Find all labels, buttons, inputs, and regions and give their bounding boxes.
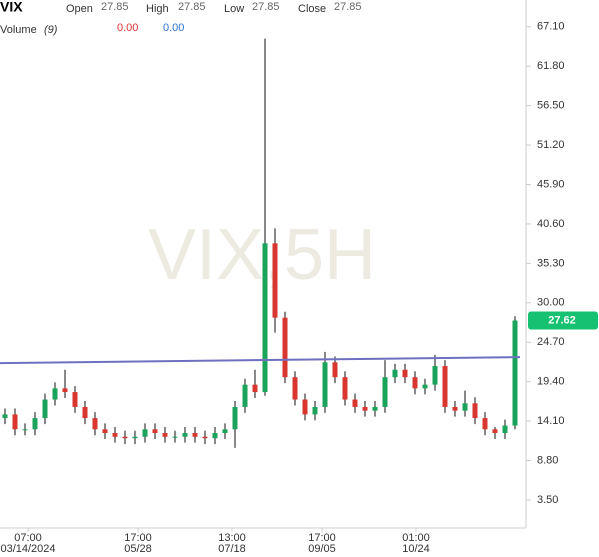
candle-body bbox=[402, 369, 408, 378]
volume-label: Volume bbox=[0, 24, 37, 36]
candle-body bbox=[172, 436, 178, 438]
candle-body bbox=[62, 388, 68, 393]
y-tick-label: 45.90 bbox=[537, 178, 565, 190]
candle-body bbox=[472, 403, 478, 419]
y-tick-label: 24.70 bbox=[537, 336, 565, 348]
candle-body bbox=[42, 399, 48, 419]
y-tick-label: 56.50 bbox=[537, 100, 565, 112]
y-tick-label: 8.80 bbox=[537, 454, 558, 466]
symbol: VIX bbox=[0, 0, 23, 15]
y-tick-label: 3.50 bbox=[537, 494, 558, 506]
close-value: 27.85 bbox=[334, 1, 362, 13]
candle-body bbox=[292, 377, 298, 400]
candle-body bbox=[362, 406, 368, 411]
candle-body bbox=[102, 429, 108, 434]
candle-body bbox=[2, 414, 8, 419]
candle-body bbox=[22, 429, 28, 431]
candle-body bbox=[372, 406, 378, 411]
candle-body bbox=[502, 425, 508, 434]
candle-body bbox=[462, 403, 468, 411]
candle-body bbox=[382, 377, 388, 407]
candle-body bbox=[212, 433, 218, 439]
candle-body bbox=[132, 436, 138, 439]
last-price-tag bbox=[528, 311, 598, 330]
x-tick-label: 17:00 bbox=[124, 532, 152, 544]
candle-body bbox=[52, 388, 58, 400]
candle-body bbox=[122, 436, 128, 439]
candle-body bbox=[162, 433, 168, 437]
x-tick-sublabel: 03/14/2024 bbox=[0, 543, 55, 555]
volume-value: 0.00 bbox=[163, 22, 184, 34]
open-value: 27.85 bbox=[101, 1, 129, 13]
candle-body bbox=[282, 317, 288, 378]
candle-body bbox=[392, 369, 398, 378]
candle-body bbox=[92, 418, 98, 430]
volume-value: 0.00 bbox=[117, 22, 138, 34]
candle-body bbox=[342, 377, 348, 400]
candle-body bbox=[192, 433, 198, 437]
y-tick-label: 30.00 bbox=[537, 297, 565, 309]
x-tick-sublabel: 05/28 bbox=[124, 543, 152, 555]
candle-body bbox=[312, 406, 318, 415]
x-tick-label: 17:00 bbox=[308, 532, 336, 544]
y-tick-label: 51.20 bbox=[537, 139, 565, 151]
candle-body bbox=[182, 433, 188, 437]
trend-line bbox=[0, 356, 521, 365]
y-tick-label: 35.30 bbox=[537, 257, 565, 269]
candle-body bbox=[412, 377, 418, 389]
candle-body bbox=[202, 436, 208, 439]
candle-body bbox=[322, 362, 328, 407]
candle-body bbox=[12, 414, 18, 430]
candle-body bbox=[262, 243, 268, 393]
candle-body bbox=[222, 429, 228, 434]
candle-body bbox=[152, 429, 158, 434]
y-tick-label: 14.10 bbox=[537, 415, 565, 427]
candle-body bbox=[482, 418, 488, 430]
open-label: Open bbox=[66, 3, 93, 15]
candle-body bbox=[82, 406, 88, 419]
low-value: 27.85 bbox=[252, 1, 280, 13]
candle-body bbox=[142, 429, 148, 437]
candle-body bbox=[492, 429, 498, 434]
candle-body bbox=[232, 406, 238, 430]
y-tick-label: 19.40 bbox=[537, 376, 565, 388]
y-tick-label: 67.10 bbox=[537, 21, 565, 33]
volume-period: (9) bbox=[44, 24, 58, 36]
candle-body bbox=[432, 366, 438, 385]
candle-body bbox=[332, 362, 338, 378]
candle-body bbox=[512, 320, 518, 426]
candle-body bbox=[442, 366, 448, 407]
y-tick-label: 61.80 bbox=[537, 60, 565, 72]
x-tick-label: 01:00 bbox=[402, 532, 430, 544]
x-tick-sublabel: 09/05 bbox=[308, 543, 336, 555]
x-tick-sublabel: 10/24 bbox=[402, 543, 430, 555]
candle-body bbox=[452, 406, 458, 411]
candle-body bbox=[32, 418, 38, 430]
low-label: Low bbox=[224, 3, 244, 15]
candle-body bbox=[272, 243, 278, 318]
x-tick-sublabel: 07/18 bbox=[218, 543, 246, 555]
candle-body bbox=[242, 384, 248, 407]
candle-body bbox=[352, 399, 358, 407]
high-label: High bbox=[146, 3, 169, 15]
x-tick-label: 07:00 bbox=[14, 532, 42, 544]
candle-body bbox=[252, 384, 258, 393]
high-value: 27.85 bbox=[178, 1, 206, 13]
y-tick-label: 40.60 bbox=[537, 218, 565, 230]
candle-body bbox=[72, 392, 78, 407]
candle-body bbox=[422, 384, 428, 389]
last-price-label: 27.62 bbox=[548, 314, 576, 326]
close-label: Close bbox=[298, 3, 326, 15]
x-tick-label: 13:00 bbox=[218, 532, 246, 544]
candle-body bbox=[112, 433, 118, 437]
candle-body bbox=[302, 399, 308, 415]
watermark: VIX,5H bbox=[148, 215, 376, 295]
